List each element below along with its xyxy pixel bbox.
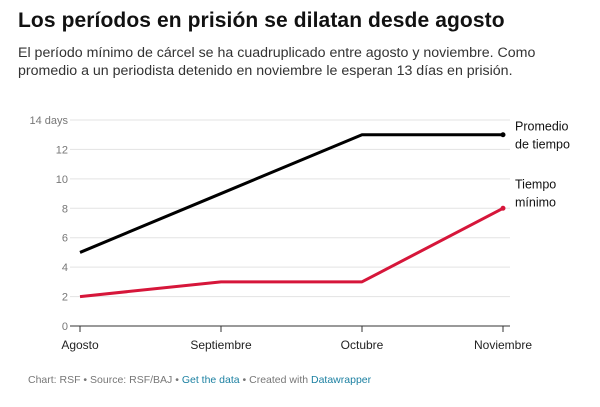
series-labels: Promedio de tiempo Tiempo mínimo xyxy=(515,120,570,210)
x-tick-label: Septiembre xyxy=(190,338,252,352)
line-chart: 0 2 4 6 8 10 12 14 days Agosto Septiembre Octubre… xyxy=(29,115,570,352)
footer-separator: • Created with xyxy=(239,374,311,386)
series-lines xyxy=(79,132,506,299)
get-the-data-link[interactable]: Get the data xyxy=(181,374,240,386)
grid-lines xyxy=(70,119,510,298)
series-end-point xyxy=(500,132,506,138)
series-label: Tiempo xyxy=(515,177,556,191)
x-tick-label: Noviembre xyxy=(474,338,532,352)
y-tick-label: 4 xyxy=(62,262,68,274)
chart-subtitle: El período mínimo de cárcel se ha cuadru… xyxy=(18,45,536,79)
y-tick-label: 14 days xyxy=(29,115,68,127)
footer-source: Source: RSF/BAJ xyxy=(90,374,173,386)
series-label: de tiempo xyxy=(515,138,570,152)
chart-title: Los períodos en prisión se dilatan desde… xyxy=(18,9,505,32)
footer-separator: • xyxy=(172,374,182,386)
y-tick-label: 0 xyxy=(62,321,68,333)
x-axis: Agosto Septiembre Octubre Noviembre xyxy=(61,325,532,352)
y-axis-ticks: 0 2 4 6 8 10 12 14 days xyxy=(29,115,68,333)
series-label: Promedio xyxy=(515,120,569,134)
footer-separator: • xyxy=(80,374,91,386)
y-tick-label: 10 xyxy=(56,174,68,186)
y-tick-label: 12 xyxy=(56,144,68,156)
y-tick-label: 8 xyxy=(62,203,68,215)
datawrapper-link[interactable]: Datawrapper xyxy=(311,374,372,386)
series-line xyxy=(79,133,503,254)
series-line xyxy=(79,206,504,299)
y-tick-label: 2 xyxy=(62,292,68,304)
y-tick-label: 6 xyxy=(62,233,68,245)
x-tick-label: Octubre xyxy=(341,338,384,352)
series-label: mínimo xyxy=(515,195,556,209)
chart-footer: Chart: RSF • Source: RSF/BAJ • Get the d… xyxy=(28,374,371,386)
series-end-point xyxy=(500,205,506,211)
footer-chart-credit: Chart: RSF xyxy=(28,374,81,386)
x-tick-label: Agosto xyxy=(61,338,99,352)
